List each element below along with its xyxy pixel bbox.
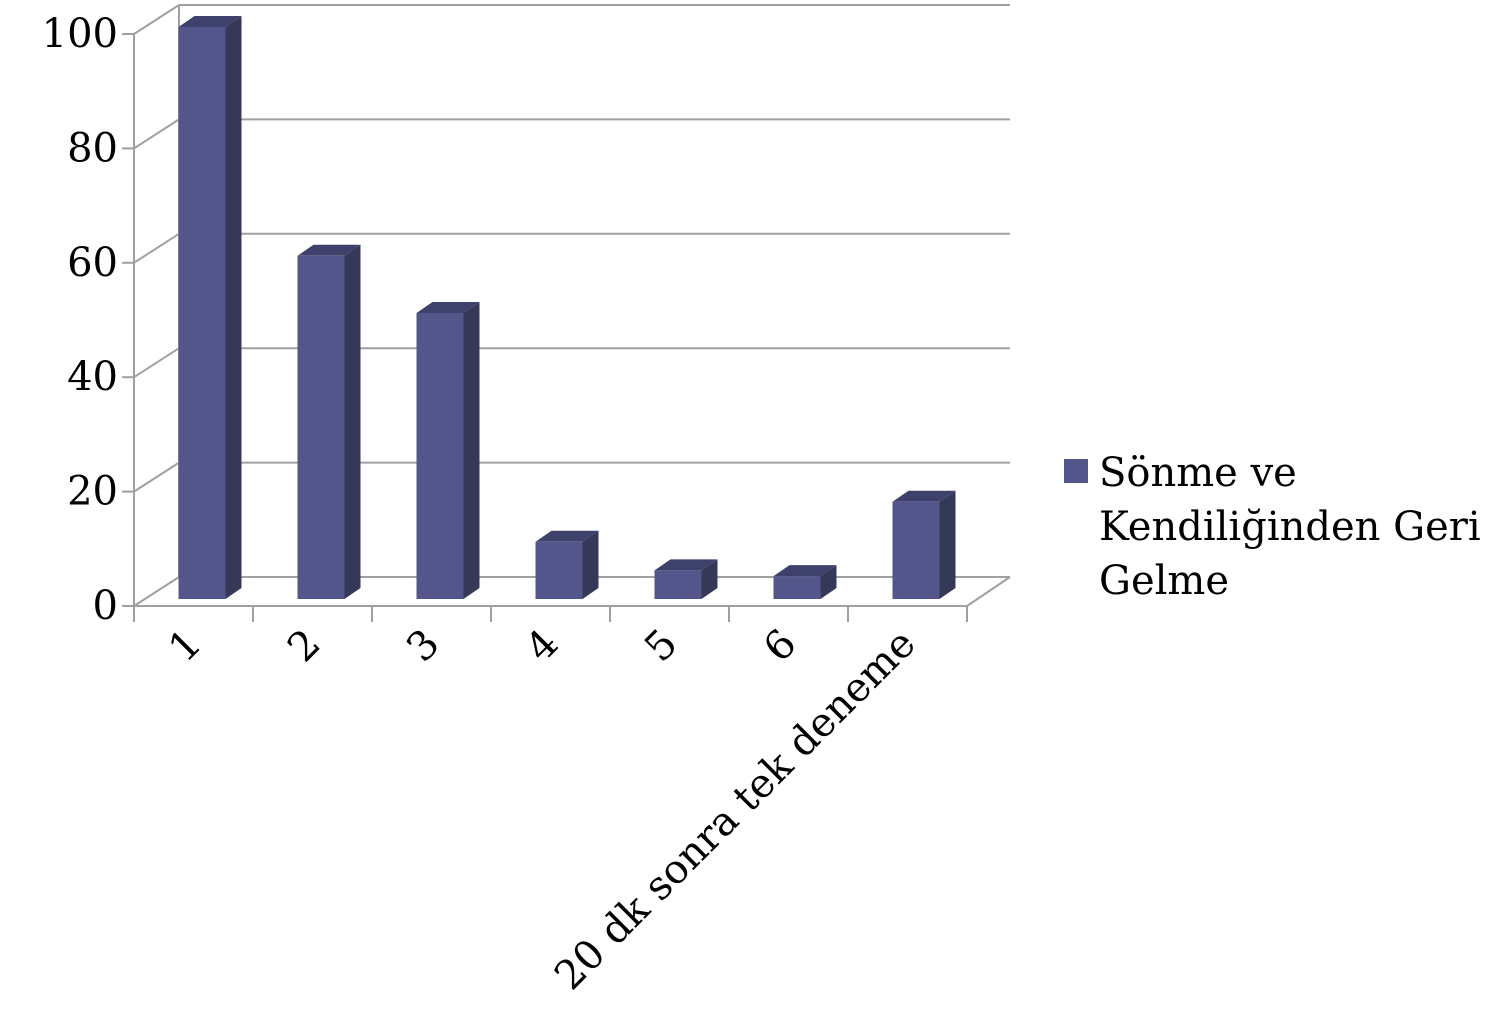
bar-top-1 (178, 16, 242, 27)
bar-side-6 (820, 565, 837, 599)
gridline-depth-20 (133, 461, 180, 493)
bar-top-2 (297, 244, 361, 256)
legend-line-1: Sönme ve (1099, 450, 1297, 496)
bar-side-3 (463, 302, 480, 599)
y-tick-label-80: 80 (67, 125, 118, 171)
x-tick-label-6: 6 (755, 621, 806, 672)
bar-top-20 dk sonra tek deneme (892, 490, 956, 502)
legend: Sönme ve Kendiliğinden Geri Gelme (1064, 450, 1481, 604)
bar-front-6 (773, 576, 821, 599)
x-axis-tick-labels: 1 2 3 4 5 620 dk sonra tek deneme (160, 621, 925, 999)
bar-side-5 (701, 559, 718, 599)
bar-20 dk sonra tek deneme (892, 490, 956, 599)
bar-front-20 dk sonra tek deneme (892, 501, 940, 599)
bar-front-2 (297, 255, 345, 600)
bar-side-2 (344, 244, 361, 600)
bar-side-4 (582, 530, 599, 599)
bars (178, 16, 956, 600)
bar-2 (297, 244, 361, 600)
bar-side-1 (225, 16, 242, 599)
bar-6 (773, 565, 837, 599)
floor-right-edge (966, 576, 1011, 607)
bar-4 (535, 530, 599, 599)
gridline-depth-80 (133, 118, 180, 150)
bar-side-20 dk sonra tek deneme (939, 490, 956, 599)
bar-front-3 (416, 313, 464, 599)
x-tick-label-3: 3 (398, 621, 449, 672)
gridline-depth-100 (133, 4, 180, 35)
bar-front-1 (178, 27, 226, 599)
legend-line-3: Gelme (1099, 558, 1229, 604)
bar-1 (178, 16, 242, 599)
y-tick-label-20: 20 (67, 469, 118, 515)
gridline-depth-60 (133, 232, 180, 264)
y-tick-label-0: 0 (93, 583, 118, 629)
x-tick-label-4: 4 (517, 621, 568, 672)
gridline-depth-40 (133, 347, 180, 379)
bar-top-5 (654, 559, 718, 571)
gridline-depth-0 (133, 576, 180, 607)
y-axis-tick-labels: 0 20 40 60 80 100 (42, 11, 118, 629)
bar-front-4 (535, 541, 583, 599)
x-tick-label-7: 20 dk sonra tek deneme (546, 621, 924, 999)
y-tick-label-60: 60 (67, 240, 118, 286)
bar-3 (416, 302, 480, 599)
x-tick-label-5: 5 (636, 621, 687, 672)
y-tick-label-100: 100 (42, 11, 118, 57)
legend-line-2: Kendiliğinden Geri (1099, 504, 1481, 550)
legend-swatch (1064, 459, 1088, 483)
gridlines (133, 4, 1010, 607)
x-tick-label-1: 1 (160, 621, 211, 672)
bar-front-5 (654, 570, 702, 599)
y-tick-label-40: 40 (67, 354, 118, 400)
bar-top-6 (773, 565, 837, 577)
bar-5 (654, 559, 718, 599)
bar-top-3 (416, 302, 480, 313)
x-tick-label-2: 2 (279, 621, 330, 672)
axes (122, 33, 1011, 622)
bar-top-4 (535, 530, 599, 542)
